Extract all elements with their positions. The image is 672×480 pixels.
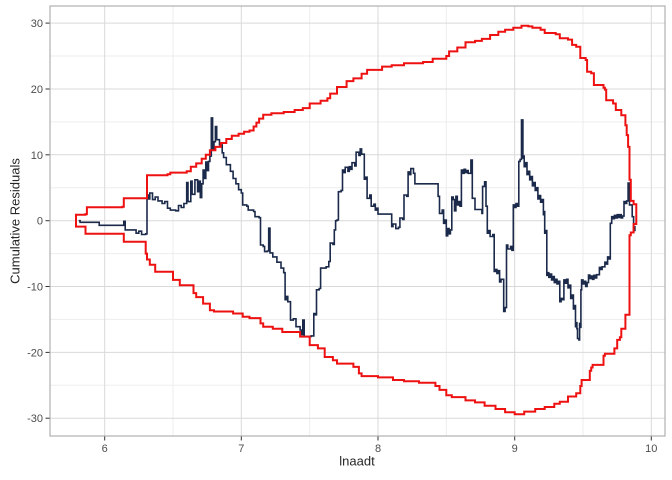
x-tick-label: 10 xyxy=(645,443,657,455)
panel-border xyxy=(49,5,666,437)
y-tick-label: -20 xyxy=(27,347,43,359)
tick-labels: 6 7 8 9 10 30 20 10 0 -10 -20 -30 xyxy=(27,18,657,455)
y-tick-label: 30 xyxy=(31,18,43,30)
grid-minor xyxy=(50,6,665,436)
y-tick-label: -10 xyxy=(27,282,43,294)
grid-major xyxy=(50,6,665,436)
x-axis-title: lnaadt xyxy=(339,453,375,469)
y-tick-label: 10 xyxy=(31,150,43,162)
y-tick-label: 0 xyxy=(37,216,43,228)
axis-ticks xyxy=(45,22,652,441)
y-tick-label: -30 xyxy=(27,413,43,425)
x-tick-label: 6 xyxy=(102,443,108,455)
x-tick-label: 9 xyxy=(512,443,518,455)
y-tick-label: 20 xyxy=(31,84,43,96)
x-tick-label: 8 xyxy=(375,443,381,455)
cumulative-residuals-line xyxy=(78,117,636,341)
x-tick-label: 7 xyxy=(238,443,244,455)
y-axis-title: Cumulative Residuals xyxy=(7,158,23,284)
simulation-envelope-line xyxy=(75,24,638,416)
